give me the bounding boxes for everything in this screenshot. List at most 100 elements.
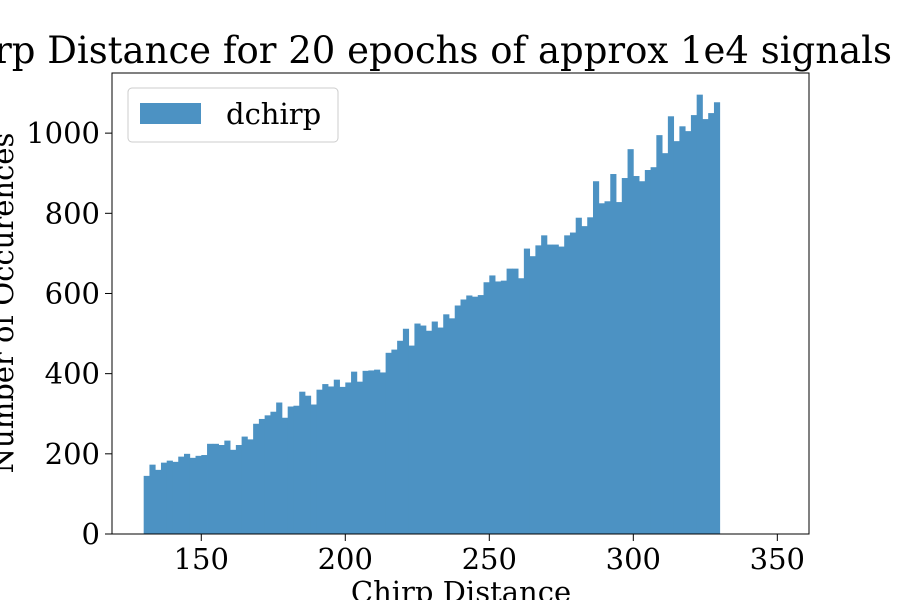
histogram-bar <box>702 119 709 534</box>
histogram-bar <box>241 436 248 534</box>
histogram-bar <box>379 372 387 534</box>
histogram-bar <box>385 352 392 534</box>
x-axis-ticks: 150 200 250 300 350 <box>174 534 805 576</box>
histogram-bar <box>673 141 680 534</box>
histogram-bar <box>160 462 168 534</box>
histogram-bar <box>552 244 559 534</box>
histogram-bar <box>662 153 669 534</box>
histogram-bar <box>633 176 640 534</box>
histogram-bar <box>201 455 208 534</box>
histogram-bar <box>178 456 185 534</box>
histogram-bar <box>535 245 542 535</box>
x-tick-label: 350 <box>750 542 805 576</box>
histogram-bar <box>639 181 646 534</box>
histogram-bar <box>189 457 196 534</box>
histogram-bar <box>299 391 306 534</box>
histogram-bar <box>402 328 410 534</box>
histogram-bar <box>529 256 536 534</box>
histogram-bar <box>616 202 623 534</box>
histogram-bar <box>466 295 473 534</box>
x-tick-label: 200 <box>318 542 373 576</box>
histogram-bar <box>247 439 254 534</box>
y-tick-label: 600 <box>45 276 100 310</box>
legend-label-dchirp: dchirp <box>226 97 321 131</box>
y-tick-label: 200 <box>45 437 100 471</box>
histogram-bar <box>569 232 577 534</box>
histogram-bar <box>437 327 444 534</box>
histogram-bar <box>195 455 202 534</box>
histogram-bar <box>391 349 398 534</box>
histogram-bar <box>212 443 219 534</box>
histogram-bar <box>667 116 675 534</box>
histogram-bar <box>472 296 479 534</box>
histogram-bar <box>362 370 369 534</box>
histogram-bar <box>356 381 363 534</box>
histogram-bar <box>610 174 617 534</box>
histogram-bar <box>293 405 300 534</box>
legend: dchirp <box>127 87 339 143</box>
histogram-bar <box>374 369 381 534</box>
y-tick-label: 0 <box>82 517 100 551</box>
histogram-bar <box>679 126 686 535</box>
histogram-bar <box>172 461 179 534</box>
histogram-bar <box>685 131 692 534</box>
histogram-bar <box>276 402 283 534</box>
legend-swatch-dchirp <box>140 103 201 124</box>
x-tick-label: 250 <box>462 542 517 576</box>
histogram-bar <box>149 464 156 534</box>
histogram-bar <box>420 325 427 534</box>
histogram-bar <box>253 423 260 534</box>
y-axis-ticks: 0 200 400 600 800 1000 <box>26 116 112 551</box>
histogram-bar <box>270 411 277 534</box>
histogram-bar <box>368 370 375 534</box>
histogram-bar <box>425 330 433 534</box>
legend-box <box>127 87 339 143</box>
histogram-bar <box>460 299 467 534</box>
histogram-bar <box>258 418 266 534</box>
histogram-bar <box>304 395 312 534</box>
histogram-bar <box>546 244 554 534</box>
histogram-bar <box>397 340 404 534</box>
histogram-bar <box>564 235 571 534</box>
histogram-bar <box>690 115 698 534</box>
histogram-bar <box>512 268 519 534</box>
x-axis-label: Chirp Distance <box>351 575 571 600</box>
histogram-bar <box>287 406 294 534</box>
histogram-bar <box>345 382 352 534</box>
histogram-bar <box>224 440 231 534</box>
histogram-bar <box>587 217 594 534</box>
histogram-bar <box>500 280 507 534</box>
y-axis-label: Number of Occurences <box>0 133 20 474</box>
histogram-bar <box>523 248 531 534</box>
histogram-bar <box>281 417 289 534</box>
histogram-bar <box>443 314 450 534</box>
histogram-bar <box>495 281 502 534</box>
x-tick-label: 300 <box>606 542 661 576</box>
histogram-bar <box>518 278 525 534</box>
histogram-bar <box>713 102 721 534</box>
x-tick-label: 150 <box>174 542 229 576</box>
histogram-bar <box>604 201 611 534</box>
histogram-bar <box>627 149 634 534</box>
histogram-bar <box>414 323 421 534</box>
histogram-bar <box>454 305 461 534</box>
chart-title: rp Distance for 20 epochs of approx 1e4 … <box>0 29 892 72</box>
histogram-bar <box>650 167 657 534</box>
histogram-bar <box>166 460 173 534</box>
histogram-bar <box>656 135 663 535</box>
histogram-bar <box>575 217 582 534</box>
histogram-bar <box>558 246 565 534</box>
histogram-bar <box>477 295 484 534</box>
histogram-bar <box>621 178 628 534</box>
histogram-bar <box>339 386 346 534</box>
y-tick-label: 800 <box>45 196 100 230</box>
histogram-bar <box>581 226 588 534</box>
histogram-bar <box>431 321 438 534</box>
histogram-bar <box>696 94 703 534</box>
histogram-bar <box>448 318 456 534</box>
histogram-bar <box>708 113 715 534</box>
histogram-bar <box>207 443 214 534</box>
histogram-bar <box>333 379 340 534</box>
histogram-bar <box>592 181 600 534</box>
